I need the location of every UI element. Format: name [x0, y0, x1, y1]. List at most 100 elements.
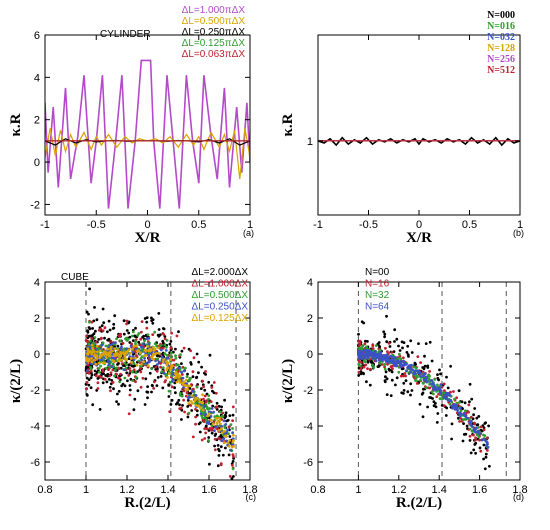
data-point	[111, 368, 115, 372]
data-point	[183, 410, 187, 414]
data-point	[222, 437, 226, 440]
legend-entry: ΔL=0.125ΔX	[192, 313, 249, 324]
data-point	[132, 408, 136, 412]
data-point	[419, 378, 422, 382]
data-point	[196, 400, 200, 404]
data-point	[391, 364, 394, 368]
data-point	[117, 389, 121, 393]
legend-entry: ΔL=0.125πΔX	[182, 38, 246, 49]
x-tick-label: 1.8	[242, 484, 257, 496]
data-point	[99, 327, 103, 331]
data-point	[107, 319, 111, 323]
data-point	[90, 373, 94, 377]
data-point	[90, 352, 94, 356]
data-point	[472, 413, 475, 417]
data-point	[468, 382, 472, 386]
data-point	[211, 422, 215, 425]
data-point	[194, 415, 198, 419]
data-point	[419, 361, 422, 364]
data-point	[121, 351, 125, 355]
data-point	[203, 405, 207, 408]
data-point	[178, 379, 181, 382]
panel-label: (a)	[243, 228, 254, 238]
data-point	[180, 408, 184, 412]
data-point	[457, 411, 461, 415]
data-point	[399, 365, 403, 369]
data-point	[220, 405, 224, 409]
data-point	[170, 351, 173, 355]
data-point	[378, 361, 382, 365]
data-point	[112, 387, 115, 391]
data-point	[203, 437, 207, 440]
legend-entry: N=32	[365, 290, 390, 301]
data-point	[459, 416, 462, 420]
data-point	[200, 438, 204, 442]
data-point	[167, 395, 171, 398]
data-point	[139, 385, 143, 389]
data-point	[193, 399, 197, 403]
data-point	[428, 370, 431, 373]
data-point	[230, 477, 234, 480]
data-point	[92, 358, 96, 362]
data-point	[473, 407, 477, 410]
data-point	[147, 349, 151, 353]
data-point	[210, 431, 214, 435]
data-point	[210, 407, 214, 410]
data-point	[89, 376, 93, 380]
data-point	[195, 352, 199, 356]
data-point	[209, 415, 213, 418]
data-point	[204, 424, 208, 428]
data-point	[182, 346, 186, 350]
data-point	[448, 402, 452, 406]
data-point	[161, 346, 165, 350]
data-point	[161, 352, 164, 356]
data-point	[174, 347, 177, 351]
data-point	[171, 364, 175, 368]
data-point	[215, 414, 219, 418]
data-point	[400, 340, 404, 344]
data-point	[224, 413, 227, 417]
panel-label: (b)	[513, 228, 524, 238]
data-point	[383, 335, 386, 339]
data-point	[229, 423, 233, 426]
data-point	[165, 368, 169, 372]
data-point	[208, 462, 211, 466]
data-point	[102, 372, 105, 376]
data-point	[213, 448, 217, 452]
data-point	[90, 343, 94, 347]
data-point	[86, 347, 90, 351]
data-point	[445, 397, 449, 400]
data-point	[385, 377, 389, 381]
data-point	[93, 336, 97, 339]
data-point	[143, 403, 147, 406]
data-point	[103, 377, 107, 381]
data-point	[412, 365, 416, 369]
data-point	[157, 346, 160, 350]
data-point	[128, 388, 132, 392]
data-point	[175, 380, 179, 384]
data-point	[139, 337, 143, 341]
data-point	[127, 374, 131, 377]
data-point	[360, 346, 364, 349]
data-point	[405, 369, 408, 372]
data-point	[357, 374, 361, 377]
data-point	[192, 356, 196, 360]
data-point	[159, 365, 163, 369]
data-point	[461, 418, 465, 421]
data-point	[485, 440, 488, 443]
data-point	[394, 383, 397, 387]
data-point	[131, 339, 135, 342]
data-point	[147, 360, 151, 364]
data-point	[188, 384, 192, 388]
data-point	[480, 438, 484, 442]
data-point	[471, 417, 475, 421]
data-point	[414, 363, 417, 366]
data-point	[410, 389, 414, 392]
x-tick-label: 1.8	[512, 484, 527, 496]
data-point	[452, 390, 455, 393]
data-point	[227, 453, 231, 457]
data-point	[111, 342, 114, 345]
data-point	[127, 320, 131, 324]
data-point	[469, 415, 473, 419]
data-point	[136, 349, 140, 353]
